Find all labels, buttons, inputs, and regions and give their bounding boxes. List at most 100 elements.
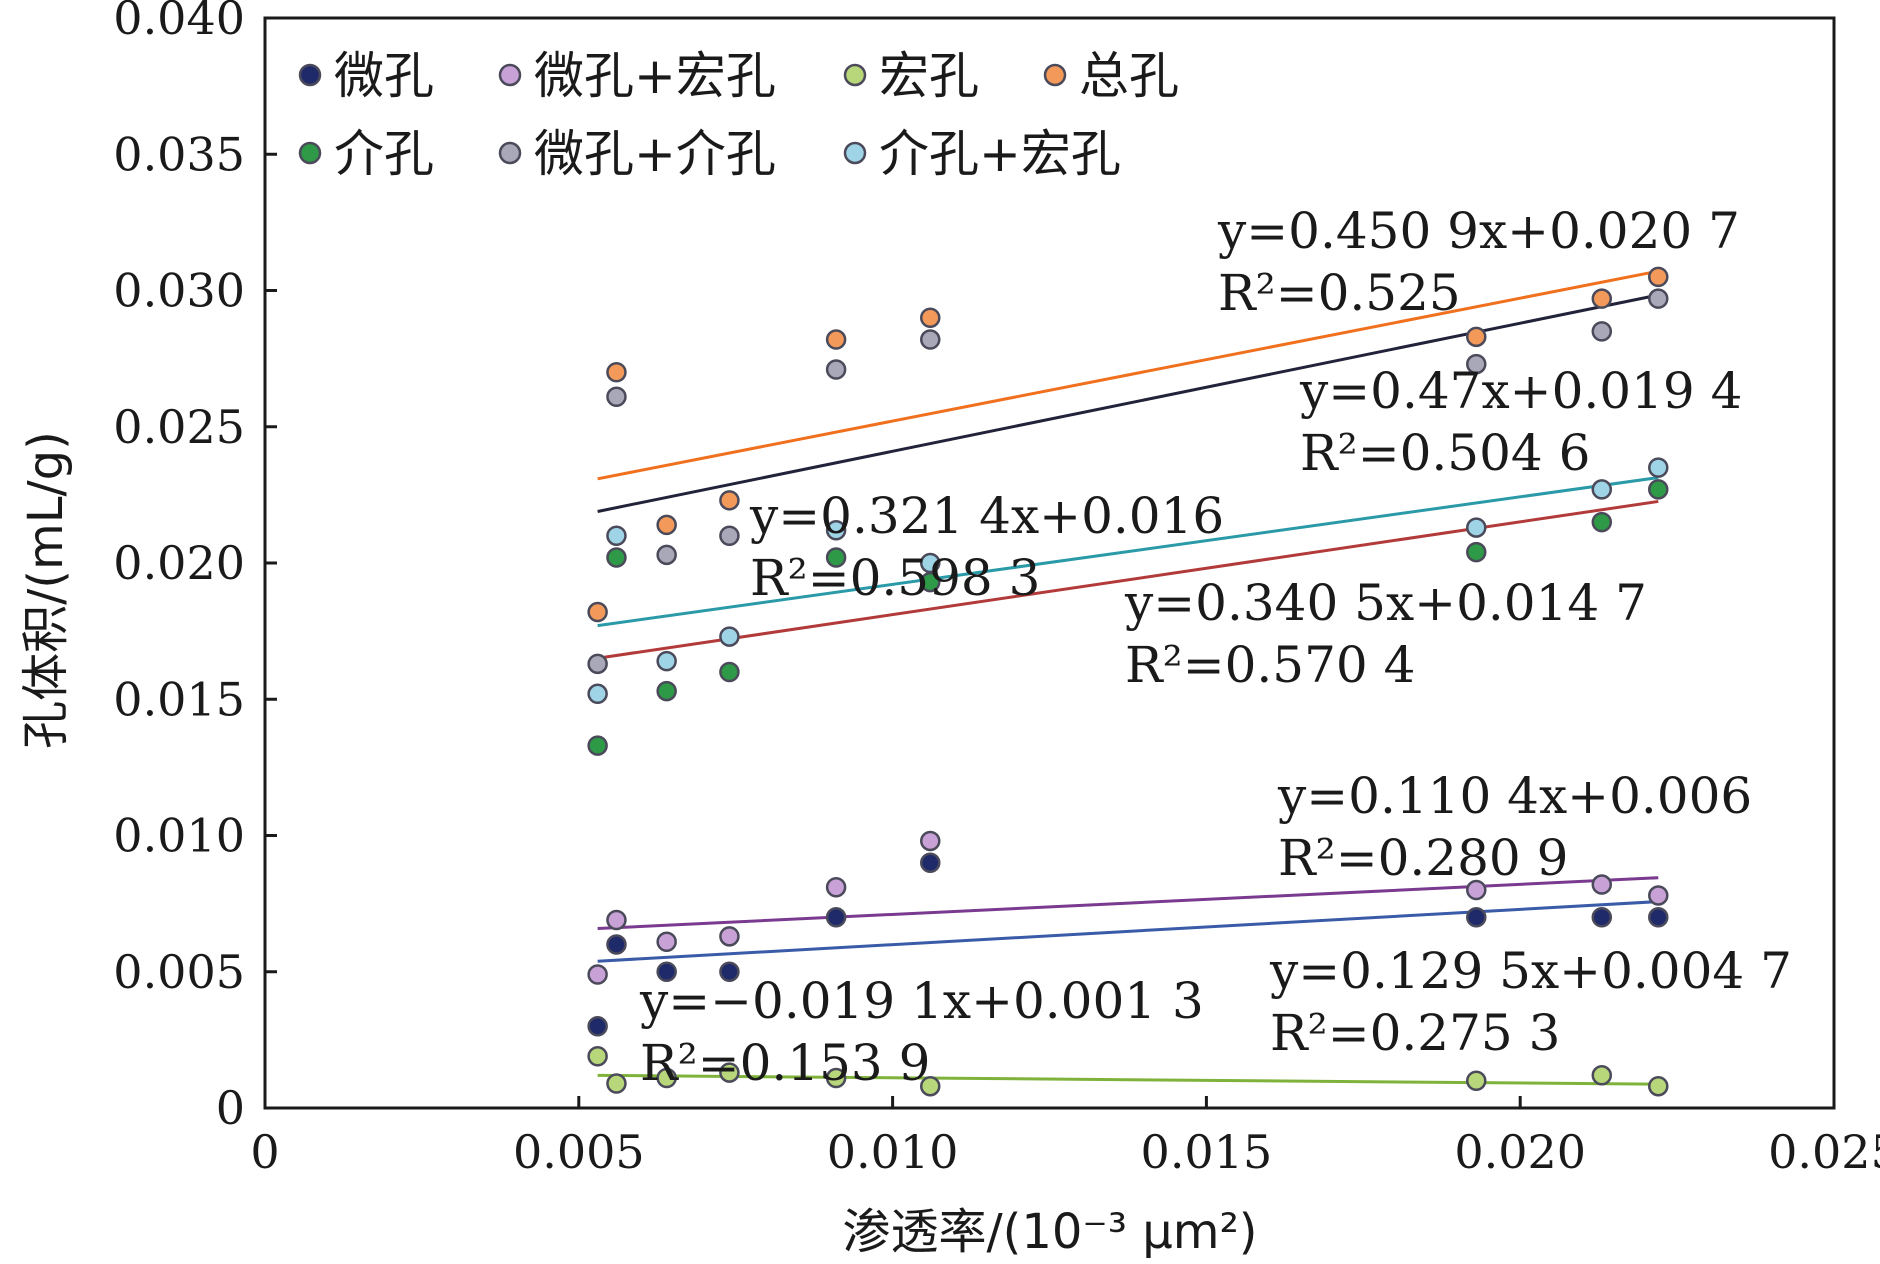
data-point xyxy=(719,926,740,947)
data-point xyxy=(1591,288,1613,309)
legend-label: 微孔+介孔 xyxy=(534,125,776,183)
data-point xyxy=(719,525,740,546)
data-point xyxy=(656,680,677,702)
legend-label: 介孔 xyxy=(334,125,434,183)
y-tick-label: 0.005 xyxy=(113,945,245,999)
data-point xyxy=(606,525,627,546)
y-tick-label: 0 xyxy=(216,1081,245,1135)
data-point xyxy=(1591,874,1613,895)
data-points xyxy=(587,266,1669,1097)
data-point xyxy=(920,552,941,574)
fit-r-squared: R²=0.525 xyxy=(1218,264,1461,322)
fit-equation: y=−0.019 1x+0.001 3 xyxy=(639,972,1204,1030)
y-tick-label: 0.020 xyxy=(113,536,245,590)
legend-marker xyxy=(1043,63,1067,87)
data-point xyxy=(920,1075,941,1097)
fit-equation: y=0.340 5x+0.014 7 xyxy=(1124,574,1647,632)
fit-equations: y=0.129 5x+0.004 7R²=0.275 3 y=0.110 4x+0… xyxy=(639,202,1792,1092)
data-point xyxy=(1466,879,1487,901)
data-point xyxy=(1648,266,1669,288)
axis-ticks: 0 0.005 0.010 0.015 0.020 0.025 0 0.005 0.010 0.0… xyxy=(113,0,1880,1179)
data-point xyxy=(1648,885,1669,906)
y-tick-label: 0.030 xyxy=(113,264,245,318)
y-tick-label: 0.040 xyxy=(113,0,245,45)
data-point xyxy=(920,830,941,852)
legend-marker xyxy=(843,141,867,165)
data-point xyxy=(1466,326,1487,348)
legend-marker xyxy=(843,63,867,87)
trend-line xyxy=(597,269,1659,481)
fit-r-squared: R²=0.275 3 xyxy=(1270,1004,1560,1062)
legend-marker xyxy=(298,141,322,165)
data-point xyxy=(606,547,627,568)
data-point xyxy=(825,547,847,568)
fit-r-squared: R²=0.153 9 xyxy=(640,1034,930,1092)
y-tick-label: 0.035 xyxy=(113,127,245,181)
data-point xyxy=(920,852,941,873)
data-point xyxy=(825,329,847,350)
data-point xyxy=(719,1062,740,1083)
data-point xyxy=(587,601,608,623)
data-point xyxy=(656,514,677,536)
data-point xyxy=(587,1016,608,1037)
legend-marker xyxy=(498,141,522,165)
data-point xyxy=(1466,541,1487,563)
data-point xyxy=(1466,1070,1487,1091)
data-point xyxy=(719,490,740,511)
data-point xyxy=(825,907,847,928)
data-point xyxy=(587,683,608,705)
trend-line xyxy=(597,476,1659,628)
data-point xyxy=(1591,479,1613,500)
data-point xyxy=(719,961,740,982)
legend-marker xyxy=(298,63,322,87)
data-point xyxy=(606,1073,627,1094)
y-axis-title: 孔体积/(mL/g) xyxy=(18,431,74,749)
data-point xyxy=(719,626,740,647)
fit-equation: y=0.110 4x+0.006 xyxy=(1277,767,1752,825)
fit-equation: y=0.450 9x+0.020 7 xyxy=(1217,202,1740,260)
data-point xyxy=(1648,288,1669,309)
data-point xyxy=(587,735,608,756)
x-axis-title: 渗透率/(10⁻³ μm²) xyxy=(842,1204,1257,1260)
data-point xyxy=(606,909,627,931)
data-point xyxy=(587,653,608,675)
data-point xyxy=(1466,517,1487,538)
x-tick-label: 0 xyxy=(250,1125,279,1179)
data-point xyxy=(656,544,677,566)
y-tick-label: 0.010 xyxy=(113,809,245,863)
data-point xyxy=(825,359,847,380)
data-point xyxy=(656,931,677,953)
data-point xyxy=(1648,479,1669,500)
legend-label: 总孔 xyxy=(1079,47,1179,105)
data-point xyxy=(606,934,627,955)
fit-equation: y=0.129 5x+0.004 7 xyxy=(1269,942,1792,1000)
legend-label: 宏孔 xyxy=(879,47,979,105)
data-point xyxy=(920,329,941,350)
data-point xyxy=(587,964,608,985)
data-point xyxy=(1466,907,1487,928)
y-tick-label: 0.025 xyxy=(113,400,245,454)
data-point xyxy=(1648,457,1669,478)
fit-r-squared: R²=0.280 9 xyxy=(1278,829,1568,887)
fit-equation: y=0.47x+0.019 4 xyxy=(1299,362,1742,420)
data-point xyxy=(1591,511,1613,533)
y-tick-label: 0.015 xyxy=(113,672,245,726)
data-point xyxy=(1591,1065,1613,1086)
fit-r-squared: R²=0.504 6 xyxy=(1300,424,1590,482)
data-point xyxy=(1591,907,1613,928)
data-point xyxy=(1648,907,1669,928)
x-tick-label: 0.015 xyxy=(1141,1125,1273,1179)
legend-label: 介孔+宏孔 xyxy=(879,125,1121,183)
data-point xyxy=(825,520,847,541)
fit-r-squared: R²=0.598 3 xyxy=(750,549,1040,607)
legend-label: 微孔 xyxy=(334,47,434,105)
data-point xyxy=(825,877,847,898)
x-tick-label: 0.025 xyxy=(1768,1125,1880,1179)
data-point xyxy=(1466,353,1487,375)
x-tick-label: 0.020 xyxy=(1454,1125,1586,1179)
data-point xyxy=(1648,1075,1669,1097)
x-tick-label: 0.005 xyxy=(513,1125,645,1179)
data-point xyxy=(606,386,627,408)
